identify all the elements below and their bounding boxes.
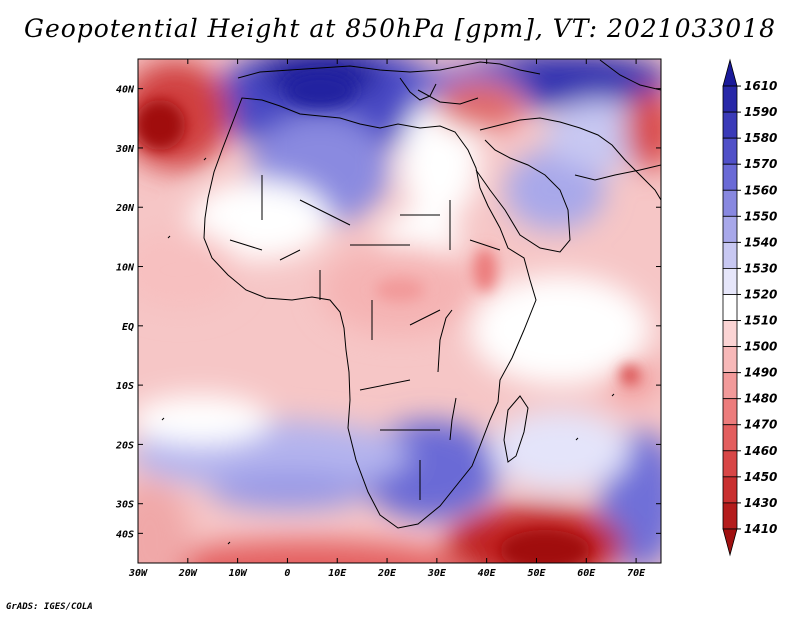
colorbar-swatch	[722, 189, 738, 217]
lat-tick-label: 20S	[115, 440, 134, 451]
lon-tick-label: 30W	[128, 568, 148, 579]
colorbar-label: 1550	[744, 209, 777, 223]
colorbar-swatch	[722, 241, 738, 269]
colorbar-swatch	[722, 502, 738, 530]
colorbar-label: 1500	[744, 340, 777, 354]
colorbar-label: 1450	[744, 470, 777, 484]
colorbar-swatch	[722, 163, 738, 191]
lat-tick-label: 30S	[115, 500, 134, 511]
colorbar-swatch	[722, 424, 738, 452]
colorbar-label: 1510	[744, 314, 777, 328]
lon-tick-label: 20W	[178, 568, 198, 579]
map-frame	[137, 58, 662, 564]
colorbar-label: 1490	[744, 366, 777, 380]
colorbar-label: 1530	[744, 261, 777, 275]
colorbar-label: 1560	[744, 183, 777, 197]
lat-tick-label: 20N	[115, 203, 135, 214]
africa-coastline	[161, 59, 661, 545]
colorbar-swatch	[722, 111, 738, 139]
height-field	[138, 59, 661, 563]
lat-tick-label: 30N	[115, 144, 135, 155]
lon-tick-label: 30E	[427, 568, 447, 579]
credit-text: GrADS: IGES/COLA	[6, 602, 93, 612]
colorbar-label: 1470	[744, 418, 777, 432]
colorbar-label: 1590	[744, 105, 777, 119]
colorbar-label: 1460	[744, 444, 777, 458]
lon-tick-label: 50E	[527, 568, 546, 579]
map-title: Geopotential Height at 850hPa [gpm], VT:…	[23, 14, 777, 43]
lat-tick-label: EQ	[122, 322, 134, 333]
colorbar-swatch	[722, 450, 738, 478]
lon-tick-label: 10W	[229, 568, 248, 579]
colorbar-swatch	[722, 320, 738, 347]
lon-tick-label: 60E	[577, 568, 596, 579]
colorbar-label: 1610	[744, 79, 777, 93]
lon-tick-label: 20E	[377, 568, 397, 579]
colorbar-label: 1570	[744, 157, 777, 171]
latitude-axis: 40N 30N 20N 10N EQ 10S 20S 30S 40S	[115, 85, 661, 540]
lat-tick-label: 10S	[116, 381, 134, 392]
colorbar-swatch	[722, 372, 738, 400]
colorbar-label: 1410	[744, 522, 777, 536]
lat-tick-label: 40S	[116, 529, 134, 540]
lon-tick-label: 0	[284, 568, 290, 579]
colorbar-cap-bottom	[722, 528, 738, 557]
colorbar-swatch	[722, 294, 738, 321]
colorbar-swatch	[722, 346, 738, 374]
colorbar-swatch	[722, 268, 738, 295]
colorbar-swatch	[722, 215, 738, 243]
colorbar-swatch	[722, 137, 738, 165]
colorbar-swatch	[722, 476, 738, 504]
colorbar-label: 1480	[744, 392, 777, 406]
colorbar-swatch	[722, 398, 738, 426]
lon-tick-label: 70E	[627, 568, 646, 579]
colorbar-label: 1430	[744, 496, 777, 510]
colorbar-label: 1520	[744, 287, 777, 301]
lon-tick-label: 40E	[478, 568, 497, 579]
colorbar: 1610 1590 1580 1570 1560 1550 1540 1530 1520 1510…	[722, 58, 777, 557]
lat-tick-label: 10N	[116, 263, 135, 274]
colorbar-cap-top	[722, 58, 738, 87]
lon-tick-label: 10E	[328, 568, 347, 579]
colorbar-label: 1580	[744, 131, 777, 145]
lat-tick-label: 40N	[116, 85, 135, 96]
longitude-axis: 30W 20W 10W 0 10E 20E 30E 40E 50E 60E 70E	[128, 59, 646, 579]
colorbar-swatch	[722, 85, 738, 113]
colorbar-label: 1540	[744, 235, 777, 249]
